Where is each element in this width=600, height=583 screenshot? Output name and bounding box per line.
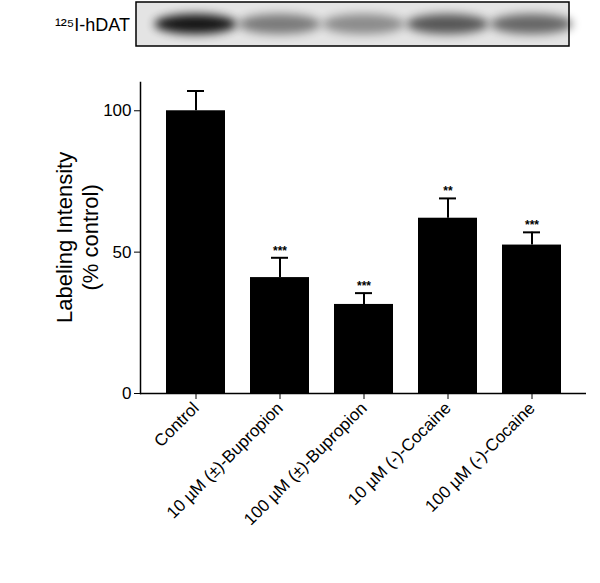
- svg-text:0: 0: [122, 384, 131, 403]
- svg-text:***: ***: [357, 279, 371, 293]
- html-text:Labeling Intensity: Labeling Intensity: [52, 151, 77, 323]
- svg-text:***: ***: [525, 218, 539, 232]
- svg-text:Control: Control: [150, 399, 202, 451]
- html-text:(% control): (% control): [78, 184, 103, 291]
- svg-text:10 µM (-)-Cocaine: 10 µM (-)-Cocaine: [344, 398, 455, 510]
- svg-text:100 µM (-)-Cocaine: 100 µM (-)-Cocaine: [421, 399, 538, 516]
- svg-text:10 µM (±)-Bupropion: 10 µM (±)-Bupropion: [162, 398, 287, 523]
- svg-text:100: 100: [103, 101, 131, 120]
- svg-text:**: **: [443, 184, 453, 198]
- svg-text:¹²⁵I-hDAT: ¹²⁵I-hDAT: [55, 15, 130, 35]
- svg-text:50: 50: [113, 243, 132, 262]
- svg-text:***: ***: [273, 244, 287, 258]
- svg-text:100 µM (±)-Bupropion: 100 µM (±)-Bupropion: [240, 399, 371, 530]
